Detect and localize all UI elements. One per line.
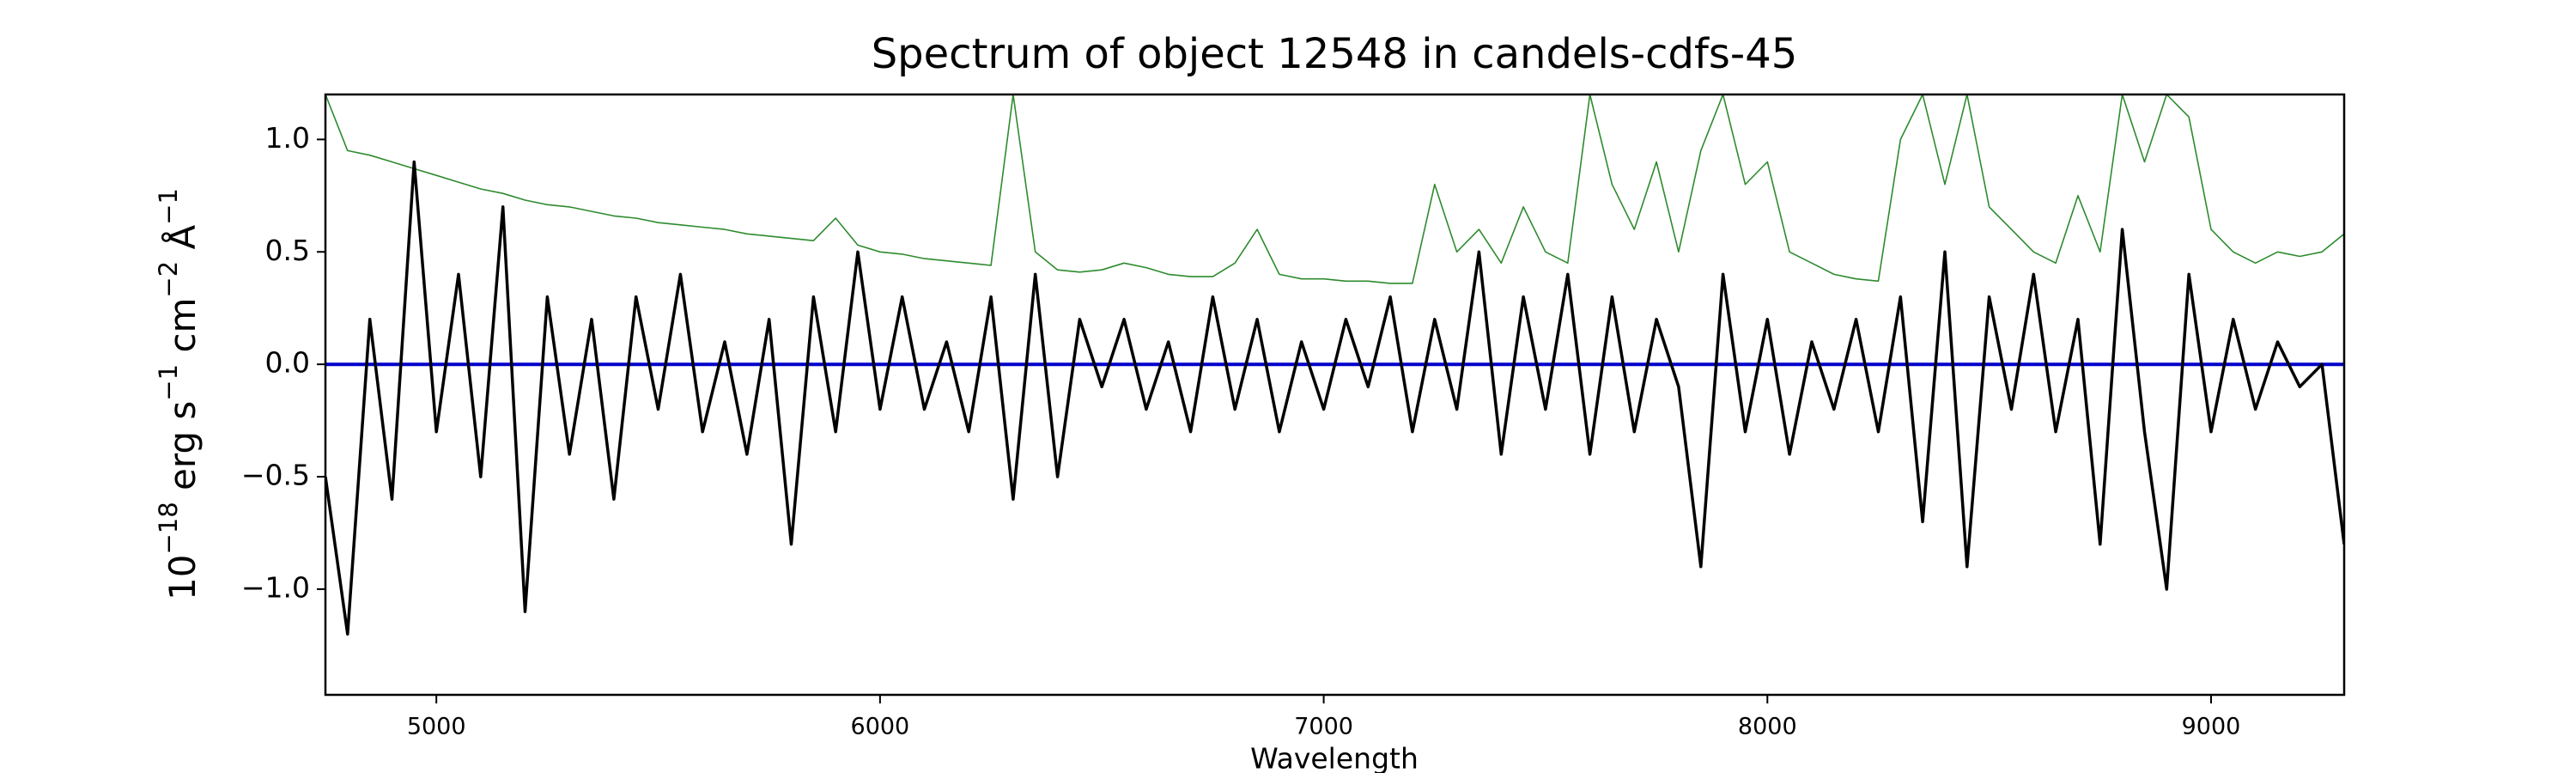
x-tick-label: 7000 xyxy=(1294,714,1353,740)
x-tick-label: 6000 xyxy=(851,714,910,740)
x-tick-label: 5000 xyxy=(407,714,466,740)
y-tick-label: −0.5 xyxy=(241,459,310,492)
y-tick-label: −1.0 xyxy=(241,570,310,604)
y-tick-label: 0.5 xyxy=(265,234,310,267)
spectrum-line xyxy=(325,160,2344,636)
y-label-part: cm xyxy=(161,298,204,364)
x-axis-label: Wavelength xyxy=(1250,742,1419,773)
y-label-exponent: −1 xyxy=(154,188,183,225)
y-label-exponent: −2 xyxy=(154,261,183,298)
y-label-part: 10 xyxy=(161,555,204,600)
chart-title: Spectrum of object 12548 in candels-cdfs… xyxy=(872,30,1798,78)
axes-frame xyxy=(324,93,2346,697)
y-label-part: Å xyxy=(161,225,204,261)
y-label-part: erg s xyxy=(161,401,204,502)
spectrum-line xyxy=(325,94,2344,284)
x-tick-label: 8000 xyxy=(1738,714,1797,740)
y-axis-label: 10−18 erg s−1 cm−2 Å−1 xyxy=(154,188,204,600)
y-tick-label: 1.0 xyxy=(265,121,310,155)
plot-area xyxy=(325,94,2344,636)
x-tick-label: 9000 xyxy=(2182,714,2241,740)
y-label-exponent: −18 xyxy=(154,502,183,554)
y-label-exponent: −1 xyxy=(154,364,183,401)
y-tick-label: 0.0 xyxy=(265,346,310,380)
